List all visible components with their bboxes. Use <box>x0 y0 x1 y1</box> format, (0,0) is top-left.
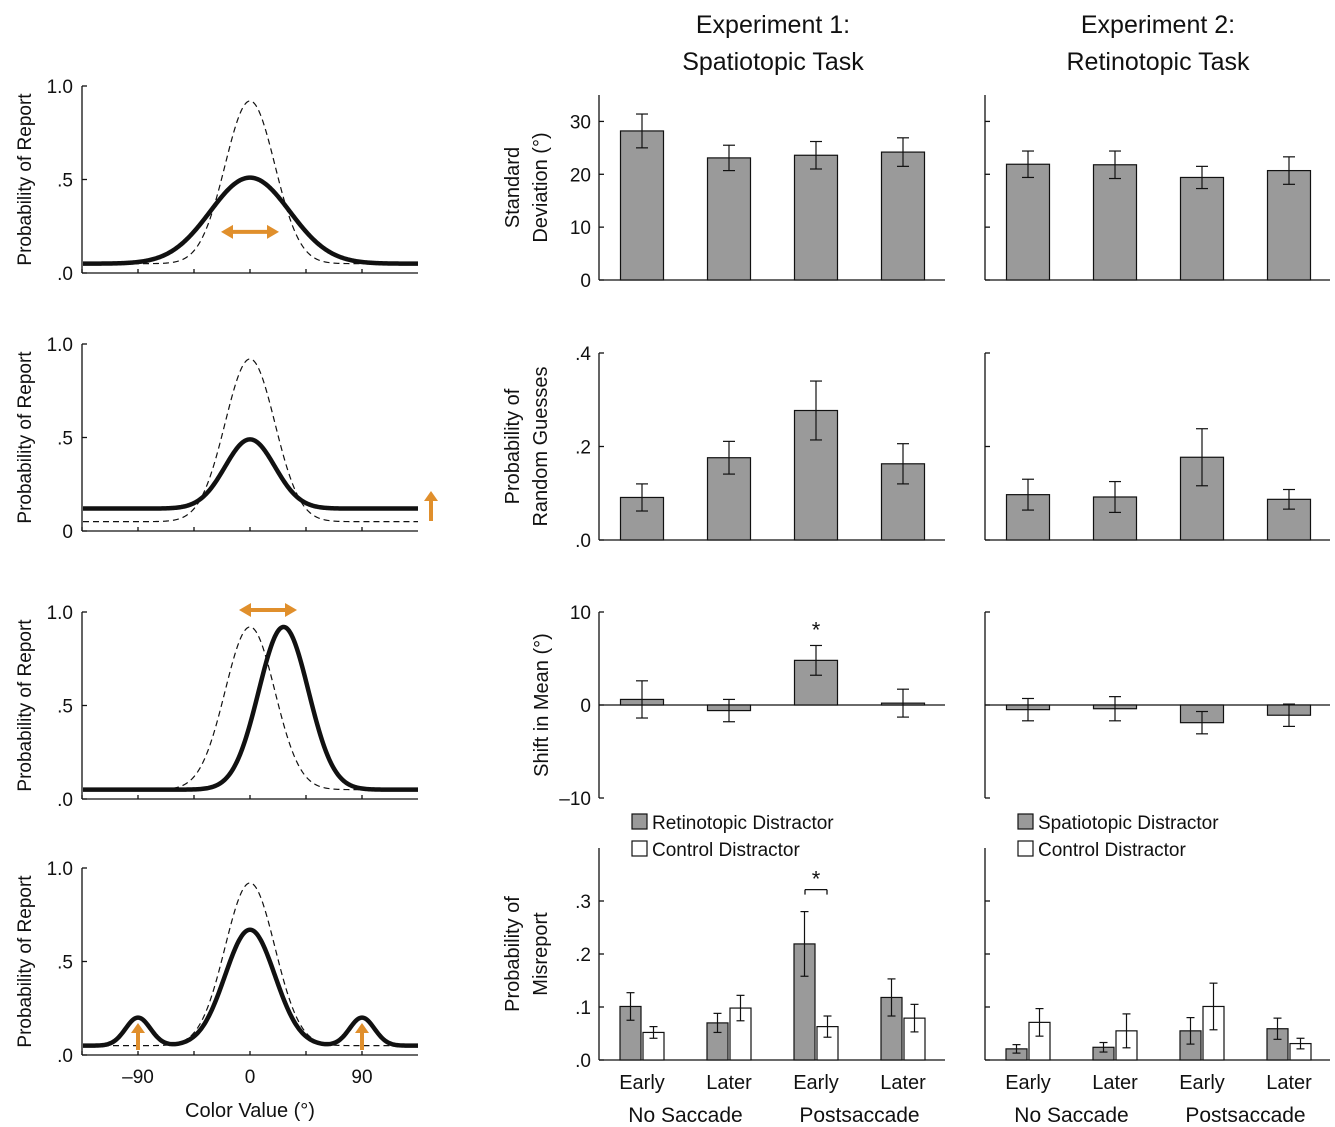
data-bar <box>619 130 665 281</box>
solid-model-curve <box>83 624 418 792</box>
exp1-title-line1: Experiment 1: <box>696 11 850 39</box>
curve-ylabel: Probability of Report <box>15 619 36 792</box>
curve-ytick-label: .0 <box>57 264 73 285</box>
bar-ytick-label: .0 <box>575 1051 591 1072</box>
exp1-title-line2: Spatiotopic Task <box>682 48 864 76</box>
solid-model-curve <box>83 927 418 1048</box>
legend-label: Spatiotopic Distractor <box>1038 813 1219 834</box>
category-label: Later <box>1092 1072 1138 1094</box>
curve-ytick-label: .5 <box>57 171 73 192</box>
legend-swatch <box>631 840 648 857</box>
mean-shift-arrow-head-right <box>285 603 297 617</box>
bar-ylabel-line2: Deviation (°) <box>530 132 552 242</box>
width-change-arrow-head-right <box>267 224 279 239</box>
category-label: Early <box>1005 1072 1051 1094</box>
data-bar <box>1179 176 1225 281</box>
curve-ylabel: Probability of Report <box>15 351 36 524</box>
data-bar <box>793 659 839 706</box>
bar-ytick-label: 10 <box>570 218 591 239</box>
data-bar <box>1266 169 1312 281</box>
significance-asterisk: * <box>812 617 821 642</box>
bar-ylabel-line1: Probability of <box>502 896 524 1012</box>
bar-ytick-label: .2 <box>575 438 591 459</box>
curve-ytick-label: 1.0 <box>47 335 73 356</box>
bar-ylabel: Shift in Mean (°) <box>531 633 553 777</box>
guess-rate-arrow <box>424 491 438 521</box>
category-label: Early <box>619 1072 665 1094</box>
data-bar <box>619 496 665 541</box>
solid-model-curve <box>83 437 418 511</box>
legend-label: Control Distractor <box>1038 840 1186 861</box>
dashed-reference-curve <box>83 358 418 523</box>
bar-ytick-label: .0 <box>575 531 591 552</box>
bar-ytick-label: 20 <box>570 165 591 186</box>
bar-ytick-label: 10 <box>570 603 591 624</box>
data-bar <box>880 151 926 281</box>
exp2-title-line1: Experiment 2: <box>1081 11 1235 39</box>
data-bar <box>1266 498 1312 541</box>
category-label: Early <box>793 1072 839 1094</box>
group-label: No Saccade <box>628 1104 742 1127</box>
curve-ytick-label: 0 <box>62 522 73 543</box>
misreport-arrow-right-head <box>355 1023 369 1033</box>
curve-ylabel: Probability of Report <box>15 875 36 1048</box>
curve-ytick-label: 1.0 <box>47 77 73 98</box>
curve-ytick-label: 1.0 <box>47 859 73 880</box>
bar-ylabel-line1: Standard <box>502 147 524 228</box>
category-label: Later <box>880 1072 926 1094</box>
dashed-reference-curve <box>83 100 418 265</box>
misreport-arrow-right <box>355 1023 369 1050</box>
misreport-arrow-left <box>131 1023 145 1050</box>
curve-xtick-label: 0 <box>245 1067 256 1088</box>
group-label: Postsaccade <box>1185 1104 1305 1127</box>
data-bar <box>1179 456 1225 541</box>
legend-label: Retinotopic Distractor <box>652 813 834 834</box>
bar-ytick-label: 0 <box>580 696 591 717</box>
bar-ylabel-line2: Misreport <box>530 912 552 996</box>
category-label: Early <box>1179 1072 1225 1094</box>
bar-ytick-label: .4 <box>575 344 591 365</box>
significance-asterisk: * <box>812 867 821 892</box>
legend-swatch <box>1017 813 1034 830</box>
curve-ytick-label: .0 <box>57 1046 73 1067</box>
curve-xlabel: Color Value (°) <box>185 1100 315 1122</box>
guess-rate-arrow-head <box>424 491 438 501</box>
data-bar <box>793 154 839 281</box>
bar-ytick-label: .2 <box>575 945 591 966</box>
curve-ytick-label: .5 <box>57 429 73 450</box>
data-bar <box>1092 164 1138 281</box>
solid-model-curve <box>83 175 418 266</box>
bar-ytick-label: –10 <box>559 789 591 810</box>
bar-ytick-label: .1 <box>575 998 591 1019</box>
legend-swatch <box>1017 840 1034 857</box>
legend-label: Control Distractor <box>652 840 800 861</box>
curve-xtick-label: –90 <box>122 1067 154 1088</box>
dashed-reference-curve <box>83 626 418 791</box>
width-change-arrow <box>221 224 279 239</box>
width-change-arrow-head-left <box>221 224 233 239</box>
curve-ytick-label: .0 <box>57 790 73 811</box>
curve-ylabel: Probability of Report <box>15 93 36 266</box>
category-label: Later <box>1266 1072 1312 1094</box>
misreport-arrow-left-head <box>131 1023 145 1033</box>
category-label: Later <box>706 1072 752 1094</box>
bar-ytick-label: .3 <box>575 892 591 913</box>
mean-shift-arrow <box>239 603 297 617</box>
curve-ytick-label: .5 <box>57 953 73 974</box>
curve-xtick-label: 90 <box>351 1067 372 1088</box>
curve-ytick-label: .5 <box>57 697 73 718</box>
data-bar <box>706 157 752 281</box>
group-label: Postsaccade <box>799 1104 919 1127</box>
group-label: No Saccade <box>1014 1104 1128 1127</box>
bar-ylabel-line2: Random Guesses <box>530 366 552 526</box>
curve-ytick-label: 1.0 <box>47 603 73 624</box>
bar-ytick-label: 0 <box>580 271 591 292</box>
mean-shift-arrow-head-left <box>239 603 251 617</box>
bar-ytick-label: 30 <box>570 112 591 133</box>
bar-ylabel-line1: Probability of <box>502 388 524 504</box>
exp2-title-line2: Retinotopic Task <box>1067 48 1250 76</box>
data-bar <box>1005 163 1051 281</box>
legend-swatch <box>631 813 648 830</box>
